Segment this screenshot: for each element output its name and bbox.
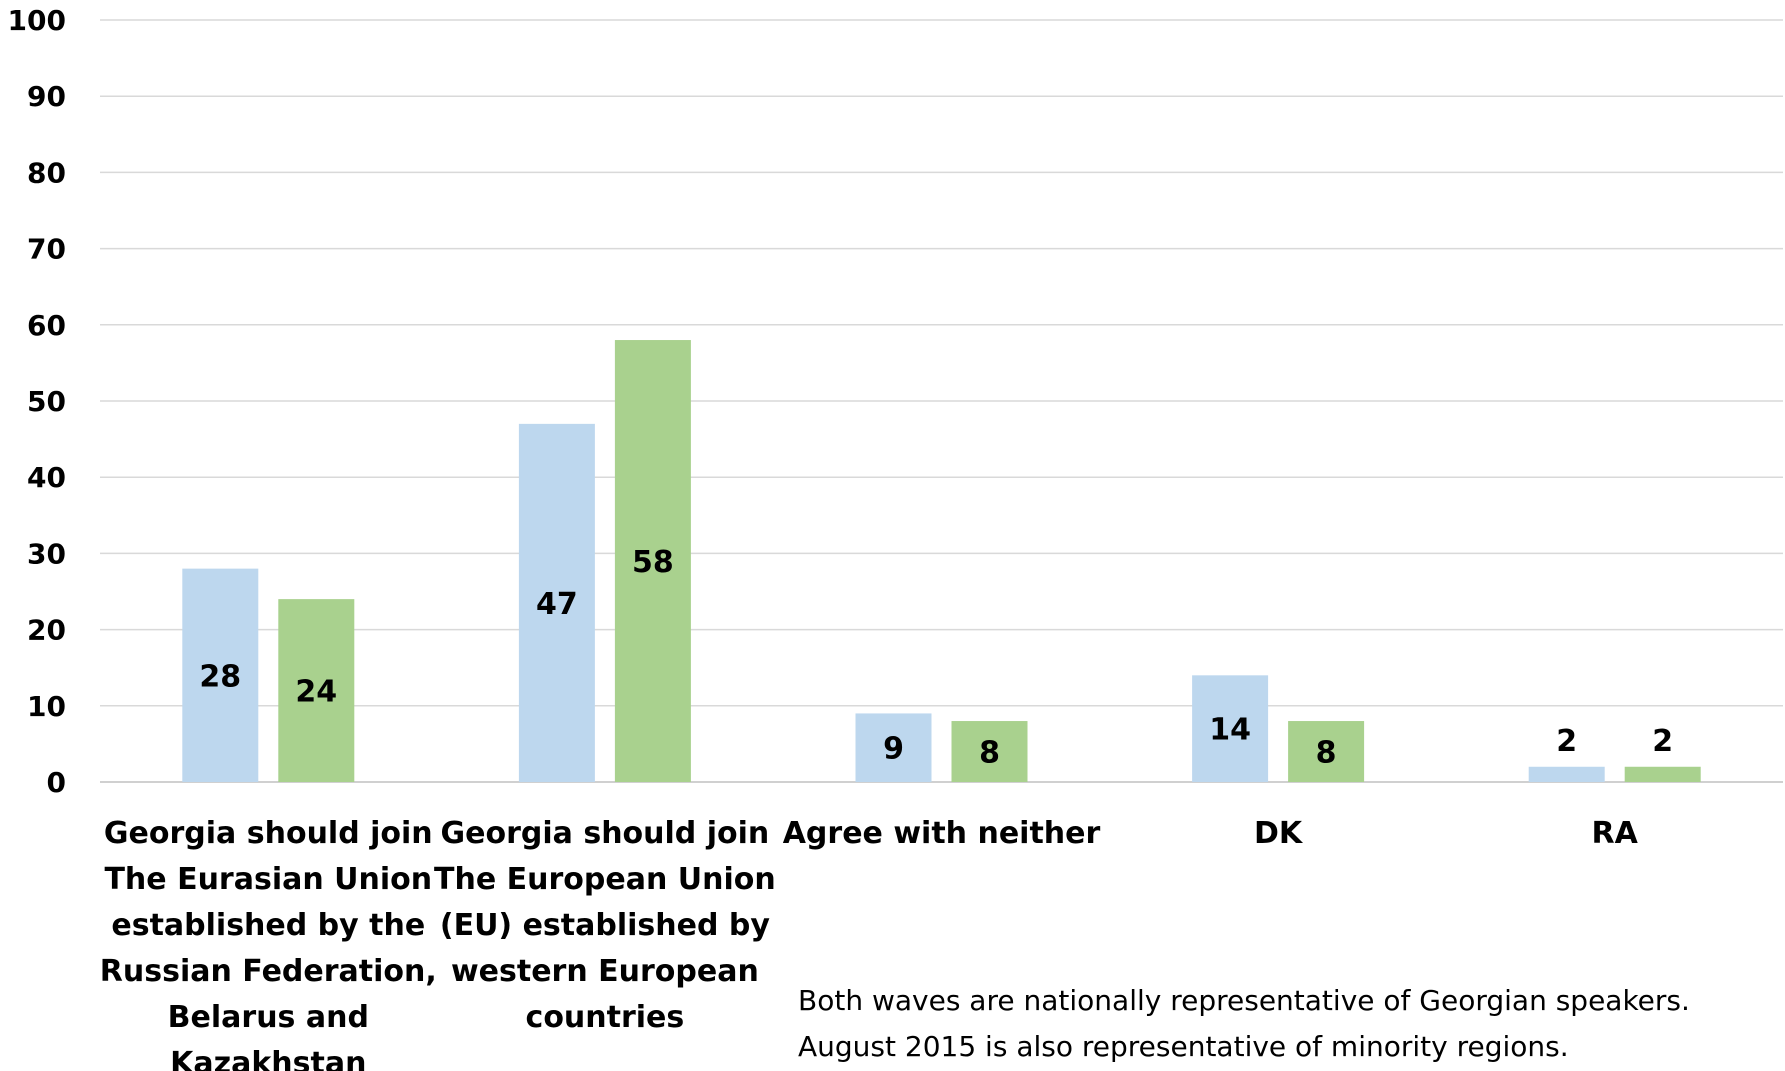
x-tick-label: Georgia should join The European Union (EU… xyxy=(434,816,776,1035)
bar xyxy=(1192,675,1269,782)
x-axis: Georgia should join The Eurasian Union est… xyxy=(100,816,1639,1071)
annotation-line-1: Both waves are nationally representative… xyxy=(798,984,1690,1017)
bar xyxy=(855,713,932,782)
x-tick-label: RA xyxy=(1592,816,1639,851)
y-tick-label: 100 xyxy=(8,4,66,37)
x-tick-label: Georgia should join The Eurasian Union est… xyxy=(100,816,437,1071)
bar xyxy=(518,423,595,782)
data-label: 9 xyxy=(883,732,904,767)
y-axis: 0 10 20 30 40 50 60 70 80 90 100 xyxy=(8,4,66,799)
data-label: 8 xyxy=(1316,736,1337,771)
bar xyxy=(1624,766,1701,782)
annotation-line-2: August 2015 is also representative of mi… xyxy=(798,1030,1569,1063)
y-tick-label: 0 xyxy=(47,766,66,799)
data-label: 14 xyxy=(1209,713,1251,748)
y-tick-label: 60 xyxy=(27,309,66,342)
bar xyxy=(614,340,691,782)
bar xyxy=(1528,766,1605,782)
bar xyxy=(182,568,259,782)
data-label: 28 xyxy=(199,659,241,694)
data-labels: 28 24 47 58 9 8 14 8 2 2 xyxy=(199,545,1673,771)
data-label: 8 xyxy=(979,736,1000,771)
data-label: 24 xyxy=(295,675,337,710)
y-tick-label: 10 xyxy=(27,690,66,723)
y-tick-label: 80 xyxy=(27,156,66,189)
bar xyxy=(951,721,1028,782)
x-tick-label: Agree with neither xyxy=(783,816,1101,851)
y-tick-label: 50 xyxy=(27,385,66,418)
y-tick-label: 30 xyxy=(27,537,66,570)
y-tick-label: 90 xyxy=(27,80,66,113)
y-tick-label: 70 xyxy=(27,233,66,266)
gridlines xyxy=(100,19,1783,783)
y-tick-label: 20 xyxy=(27,614,66,647)
data-label: 2 xyxy=(1652,724,1673,759)
annotation-note: Both waves are nationally representative… xyxy=(798,978,1758,1070)
bars xyxy=(182,340,1701,782)
bar xyxy=(278,599,355,782)
data-label: 2 xyxy=(1556,724,1577,759)
x-tick-label: DK xyxy=(1254,816,1304,851)
data-label: 58 xyxy=(632,545,674,580)
bar xyxy=(1288,721,1365,782)
data-label: 47 xyxy=(536,587,578,622)
y-tick-label: 40 xyxy=(27,461,66,494)
